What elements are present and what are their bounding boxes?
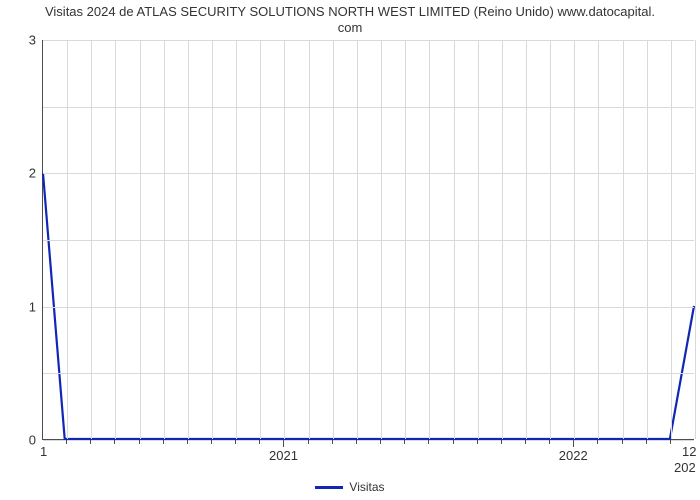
x-tick-label: 2021 xyxy=(269,448,298,463)
gridline-vertical xyxy=(550,40,551,439)
gridline-vertical xyxy=(260,40,261,439)
x-clip-text: 202 xyxy=(674,460,696,475)
x-minor-tick xyxy=(477,440,478,444)
y-tick-label: 0 xyxy=(22,433,36,448)
x-minor-tick xyxy=(259,440,260,444)
x-minor-tick xyxy=(356,440,357,444)
legend: Visitas xyxy=(0,479,700,494)
gridline-horizontal xyxy=(43,307,694,308)
chart-title: Visitas 2024 de ATLAS SECURITY SOLUTIONS… xyxy=(0,4,700,35)
gridline-vertical xyxy=(357,40,358,439)
gridline-vertical xyxy=(598,40,599,439)
legend-swatch xyxy=(315,486,343,489)
x-corner-left: 1 xyxy=(40,444,47,459)
gridline-vertical xyxy=(647,40,648,439)
figure: Visitas 2024 de ATLAS SECURITY SOLUTIONS… xyxy=(0,0,700,500)
gridline-vertical xyxy=(454,40,455,439)
x-major-tick xyxy=(283,440,284,447)
x-minor-tick xyxy=(308,440,309,444)
x-minor-tick xyxy=(404,440,405,444)
x-minor-tick xyxy=(235,440,236,444)
y-tick-label: 3 xyxy=(22,33,36,48)
legend-text: Visitas xyxy=(349,480,384,494)
gridline-vertical xyxy=(309,40,310,439)
gridline-vertical xyxy=(284,40,285,439)
gridline-vertical xyxy=(140,40,141,439)
gridline-horizontal xyxy=(43,440,694,441)
gridline-horizontal xyxy=(43,373,694,374)
x-minor-tick xyxy=(332,440,333,444)
x-minor-tick xyxy=(428,440,429,444)
x-minor-tick xyxy=(139,440,140,444)
x-minor-tick xyxy=(549,440,550,444)
gridline-vertical xyxy=(91,40,92,439)
x-minor-tick xyxy=(380,440,381,444)
x-minor-tick xyxy=(211,440,212,444)
x-minor-tick xyxy=(66,440,67,444)
x-minor-tick xyxy=(525,440,526,444)
y-tick-label: 2 xyxy=(22,166,36,181)
gridline-horizontal xyxy=(43,107,694,108)
gridline-vertical xyxy=(429,40,430,439)
gridline-vertical xyxy=(671,40,672,439)
gridline-vertical xyxy=(405,40,406,439)
gridline-vertical xyxy=(188,40,189,439)
gridline-vertical xyxy=(164,40,165,439)
x-minor-tick xyxy=(453,440,454,444)
gridline-vertical xyxy=(381,40,382,439)
x-minor-tick xyxy=(597,440,598,444)
x-minor-tick xyxy=(646,440,647,444)
gridline-vertical xyxy=(115,40,116,439)
x-minor-tick xyxy=(90,440,91,444)
x-minor-tick xyxy=(501,440,502,444)
gridline-vertical xyxy=(236,40,237,439)
gridline-vertical xyxy=(526,40,527,439)
x-minor-tick xyxy=(187,440,188,444)
gridline-vertical xyxy=(502,40,503,439)
gridline-vertical xyxy=(574,40,575,439)
gridline-vertical xyxy=(333,40,334,439)
y-tick-label: 1 xyxy=(22,299,36,314)
gridline-vertical xyxy=(478,40,479,439)
x-major-tick xyxy=(573,440,574,447)
plot-area xyxy=(42,40,694,440)
gridline-vertical xyxy=(695,40,696,439)
gridline-vertical xyxy=(212,40,213,439)
gridline-vertical xyxy=(623,40,624,439)
gridline-horizontal xyxy=(43,173,694,174)
x-corner-right: 12 xyxy=(682,444,696,459)
x-minor-tick xyxy=(163,440,164,444)
gridline-horizontal xyxy=(43,240,694,241)
chart-title-line2: com xyxy=(338,20,363,35)
x-tick-label: 2022 xyxy=(559,448,588,463)
gridline-vertical xyxy=(67,40,68,439)
x-minor-tick xyxy=(114,440,115,444)
gridline-horizontal xyxy=(43,40,694,41)
chart-title-line1: Visitas 2024 de ATLAS SECURITY SOLUTIONS… xyxy=(45,4,655,19)
x-minor-tick xyxy=(670,440,671,444)
x-minor-tick xyxy=(622,440,623,444)
